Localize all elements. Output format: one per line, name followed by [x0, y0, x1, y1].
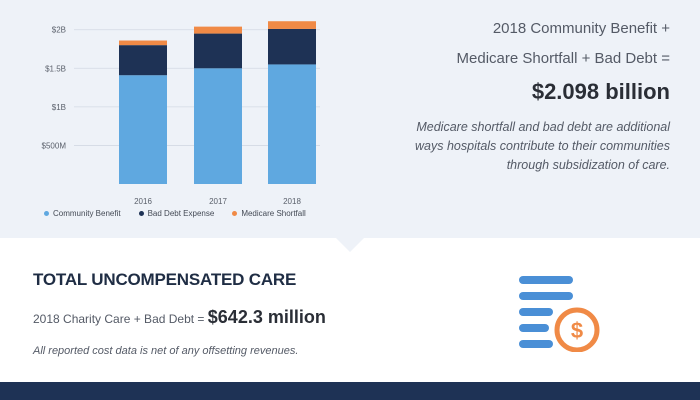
bar-segment: [194, 68, 242, 184]
x-tick-label: 2016: [134, 197, 152, 206]
benefit-total: $2.098 billion: [531, 79, 670, 104]
legend-item-medicare-shortfall: Medicare Shortfall: [232, 208, 306, 218]
benefit-note: Medicare shortfall and bad debt are addi…: [415, 120, 670, 172]
icon-bar: [519, 276, 573, 284]
icon-bar: [519, 324, 549, 332]
legend-label: Community Benefit: [53, 208, 121, 218]
stacked-bars-dollar-icon: $: [519, 276, 600, 352]
legend-label: Medicare Shortfall: [241, 208, 306, 218]
x-tick-label: 2017: [209, 197, 227, 206]
icon-bar: [519, 308, 553, 316]
benefit-equation-line-1: 2018 Community Benefit +: [492, 20, 670, 37]
icon-bar: [519, 292, 573, 300]
bar-segment: [119, 40, 167, 46]
y-tick-label: $2B: [52, 26, 66, 35]
bar-segment: [194, 26, 242, 34]
community-benefit-panel: [0, 0, 700, 238]
coin-icon: [554, 307, 600, 352]
y-tick-label: $1.5B: [45, 64, 66, 73]
y-tick-label: $500M: [42, 141, 67, 150]
dollar-sign-icon: $: [571, 318, 583, 343]
legend-item-community-benefit: Community Benefit: [44, 209, 121, 218]
bar-segment: [268, 21, 316, 29]
legend-item-bad-debt: Bad Debt Expense: [138, 208, 215, 218]
bar-segment: [268, 28, 316, 65]
footer-bar: [0, 382, 700, 400]
icon-bar: [519, 340, 553, 348]
chart-legend: Community Benefit Bad Debt Expense Medic…: [44, 205, 306, 221]
legend-swatch: [232, 210, 238, 216]
uncompensated-care-title: TOTAL UNCOMPENSATED CARE: [33, 270, 297, 289]
stacked-bar-chart: $2B $1.5B $1B $500M 2016 2017 2018: [42, 21, 320, 206]
uncompensated-amount: $642.3 million: [207, 307, 326, 327]
uncompensated-equation: 2018 Charity Care + Bad Debt = $642.3 mi…: [33, 307, 326, 328]
section-pointer: [334, 236, 366, 252]
uncompensated-equation-text: 2018 Charity Care + Bad Debt =: [33, 312, 205, 326]
benefit-equation-line-2: Medicare Shortfall + Bad Debt =: [456, 50, 670, 67]
legend-swatch: [44, 210, 49, 216]
x-tick-label: 2018: [283, 197, 301, 206]
benefit-summary: 2018 Community Benefit + Medicare Shortf…: [340, 14, 670, 175]
legend-swatch: [138, 210, 144, 216]
y-tick-label: $1B: [52, 103, 66, 112]
legend-label: Bad Debt Expense: [147, 208, 215, 218]
bar-segment: [194, 33, 242, 69]
bar-segment: [119, 75, 167, 184]
bar-segment: [119, 45, 167, 76]
bar-segment: [268, 64, 316, 184]
uncompensated-note: All reported cost data is net of any off…: [33, 345, 299, 357]
